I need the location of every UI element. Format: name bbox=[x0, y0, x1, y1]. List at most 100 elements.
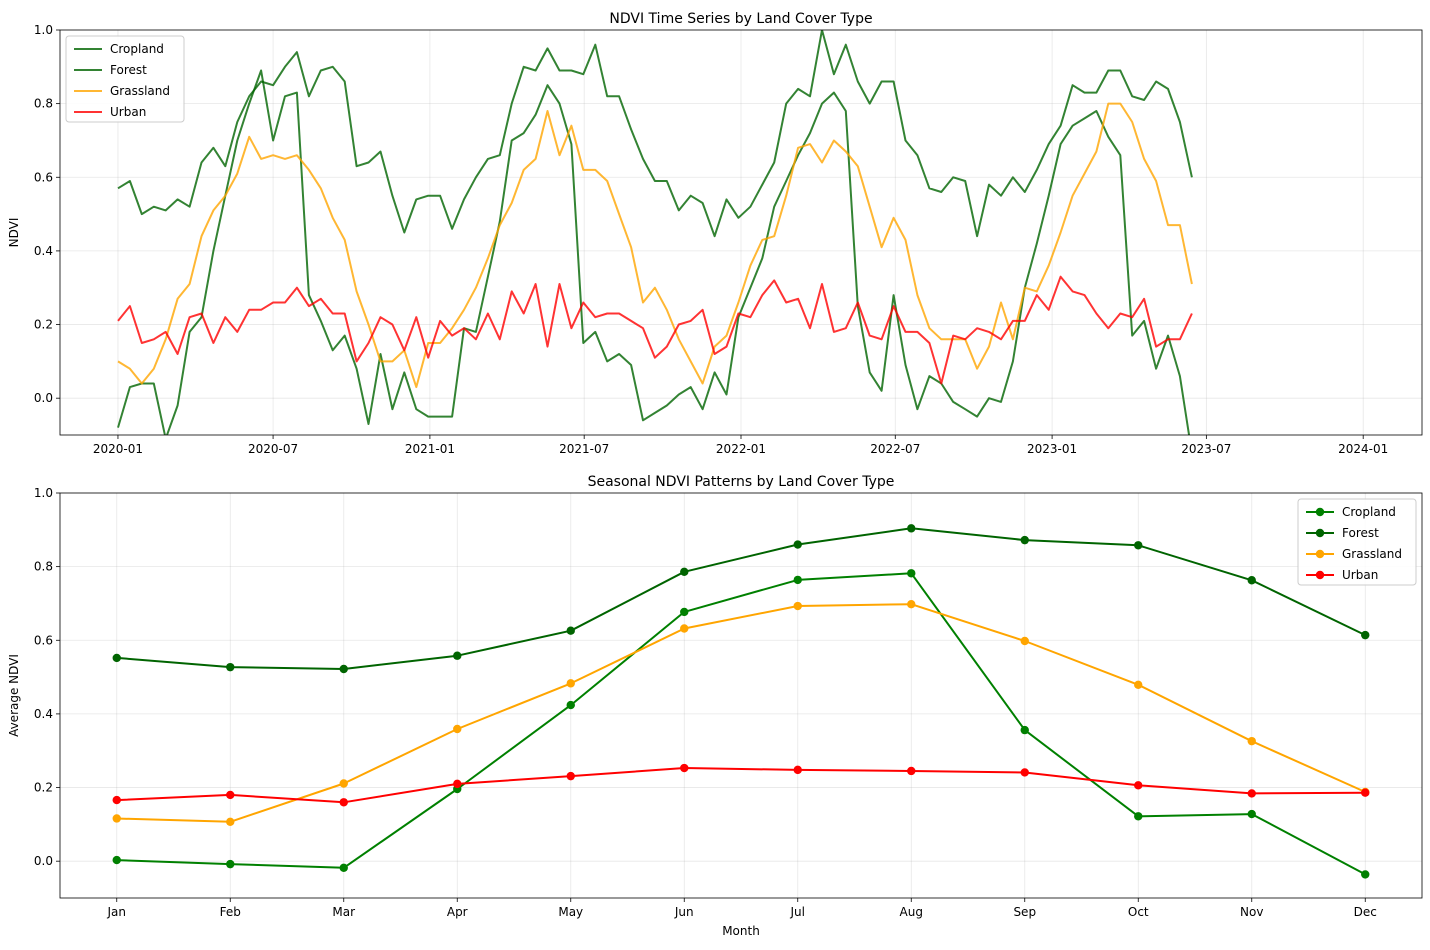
series-line-forest bbox=[117, 30, 1193, 238]
x-tick-label: Sep bbox=[1013, 905, 1036, 919]
data-point-grassland bbox=[1134, 680, 1143, 690]
time-series-chart: 2020-01 2020-07 2021-01 2021-07 2022-01 2022-… bbox=[7, 11, 1423, 456]
data-point-forest bbox=[226, 662, 235, 672]
x-axis-label: Month bbox=[722, 924, 760, 938]
data-point-urban bbox=[339, 798, 348, 807]
data-point-forest bbox=[1020, 535, 1029, 545]
data-point-grassland bbox=[907, 599, 916, 609]
x-tick-label: 2021-07 bbox=[559, 442, 609, 456]
x-tick-label: 2023-01 bbox=[1027, 442, 1077, 456]
legend-label: Cropland bbox=[1342, 505, 1396, 519]
data-point-grassland bbox=[112, 814, 121, 823]
data-point-urban bbox=[566, 771, 575, 781]
legend-marker bbox=[1315, 570, 1325, 580]
x-tick-label: 2024-01 bbox=[1338, 442, 1388, 456]
legend: Cropland Forest Grassland Urban bbox=[1297, 498, 1417, 586]
x-tick-label: 2020-07 bbox=[248, 442, 298, 456]
legend-label: Grassland bbox=[110, 84, 170, 98]
y-tick-label: 0.2 bbox=[34, 781, 53, 795]
seasonal-chart: Jan Feb Mar Apr May Jun Jul Aug Sep Oct Nov Dec 0.0 0… bbox=[7, 474, 1423, 938]
series-line-grassland bbox=[116, 603, 1366, 823]
axes-frame bbox=[59, 492, 1423, 899]
x-tick-label: Apr bbox=[447, 905, 468, 919]
data-point-cropland bbox=[907, 569, 916, 578]
x-tick-label: Jun bbox=[674, 905, 694, 919]
data-point-urban bbox=[793, 765, 802, 775]
legend-box bbox=[1297, 498, 1417, 586]
x-tick-label: 2022-01 bbox=[716, 442, 766, 456]
data-point-grassland bbox=[793, 601, 802, 611]
legend-label: Urban bbox=[110, 105, 146, 119]
data-point-forest bbox=[1361, 630, 1370, 640]
data-point-urban bbox=[1134, 781, 1143, 790]
plot-area bbox=[117, 30, 1193, 435]
data-point-urban bbox=[907, 766, 916, 776]
x-tick-label: 2021-01 bbox=[405, 442, 455, 456]
legend-label: Grassland bbox=[1342, 547, 1402, 561]
x-tick-label: Mar bbox=[332, 905, 355, 919]
chart-title: Seasonal NDVI Patterns by Land Cover Typ… bbox=[588, 474, 895, 490]
data-point-grassland bbox=[339, 779, 348, 788]
data-point-urban bbox=[226, 790, 235, 800]
series-line-forest bbox=[116, 527, 1366, 670]
x-tick-label: Feb bbox=[220, 905, 241, 919]
x-tick-label: Jan bbox=[107, 905, 127, 919]
data-point-cropland bbox=[793, 575, 802, 585]
x-tick-label: 2022-07 bbox=[870, 442, 920, 456]
data-point-forest bbox=[680, 567, 689, 576]
data-point-cropland bbox=[566, 700, 575, 710]
x-tick-label: Dec bbox=[1354, 905, 1377, 919]
series-line-grassland bbox=[117, 102, 1193, 389]
data-point-grassland bbox=[1247, 736, 1256, 746]
series-line-cropland bbox=[117, 69, 1191, 435]
x-tick-label: Oct bbox=[1128, 905, 1149, 919]
series-line-urban bbox=[117, 275, 1193, 385]
legend-label: Cropland bbox=[110, 42, 164, 56]
legend-label: Urban bbox=[1342, 568, 1378, 582]
chart-title: NDVI Time Series by Land Cover Type bbox=[609, 11, 872, 27]
data-point-cropland bbox=[226, 859, 235, 869]
series-line-cropland bbox=[116, 572, 1366, 876]
data-point-grassland bbox=[453, 724, 462, 734]
y-tick-label: 0.4 bbox=[34, 707, 53, 721]
y-tick-label: 0.6 bbox=[34, 633, 53, 647]
data-point-cropland bbox=[680, 607, 689, 617]
data-point-forest bbox=[1134, 541, 1143, 550]
plot-area bbox=[112, 524, 1370, 879]
data-point-forest bbox=[1247, 576, 1256, 585]
y-tick-label: 0.6 bbox=[34, 170, 53, 184]
data-point-grassland bbox=[226, 817, 235, 826]
y-tick-label: 0.4 bbox=[34, 244, 53, 258]
y-tick-label: 0.8 bbox=[34, 560, 53, 574]
data-point-forest bbox=[112, 653, 121, 663]
x-tick-label: Jul bbox=[790, 905, 805, 919]
data-point-cropland bbox=[1247, 809, 1256, 819]
data-point-urban bbox=[112, 795, 121, 805]
data-point-urban bbox=[1247, 789, 1256, 798]
axes-frame bbox=[59, 29, 1423, 436]
data-point-cropland bbox=[1020, 725, 1029, 735]
data-point-urban bbox=[680, 763, 689, 773]
x-tick-label: May bbox=[558, 905, 583, 919]
data-point-forest bbox=[453, 651, 462, 660]
data-point-grassland bbox=[680, 624, 689, 633]
y-tick-label: 0.2 bbox=[34, 318, 53, 332]
data-point-urban bbox=[1361, 788, 1370, 797]
y-tick-label: 1.0 bbox=[34, 486, 53, 500]
data-point-urban bbox=[1020, 768, 1029, 777]
data-point-cropland bbox=[112, 855, 121, 865]
data-point-forest bbox=[566, 626, 575, 635]
legend-label: Forest bbox=[1342, 526, 1379, 540]
y-axis-label: Average NDVI bbox=[7, 654, 21, 737]
data-point-forest bbox=[907, 524, 916, 533]
legend-marker bbox=[1315, 549, 1325, 559]
y-tick-label: 0.8 bbox=[34, 97, 53, 111]
legend-box bbox=[65, 35, 185, 123]
data-point-grassland bbox=[566, 679, 575, 688]
data-point-cropland bbox=[1361, 870, 1370, 879]
data-point-urban bbox=[453, 779, 462, 789]
x-tick-label: Aug bbox=[900, 905, 923, 919]
legend-marker bbox=[1315, 507, 1325, 517]
x-tick-label: Nov bbox=[1240, 905, 1263, 919]
y-tick-label: 0.0 bbox=[34, 391, 53, 405]
